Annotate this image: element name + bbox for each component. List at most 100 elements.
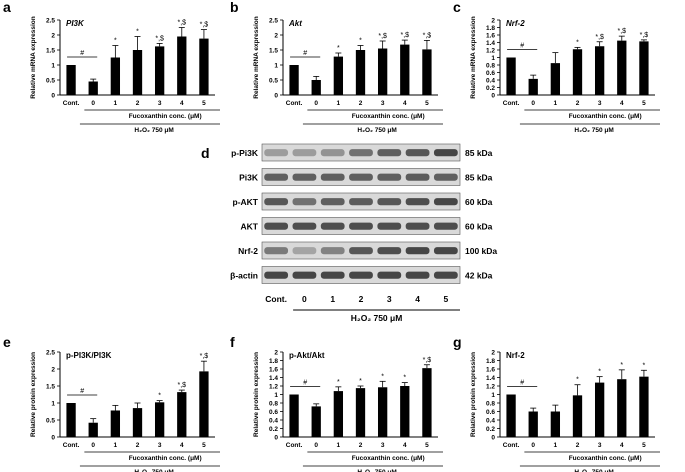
chart-e-bar bbox=[177, 392, 187, 437]
chart-a-significance: *,$ bbox=[200, 22, 209, 29]
chart-a-ytick-label: 1.5 bbox=[46, 48, 55, 55]
chart-a-category-label: Cont. bbox=[63, 100, 80, 107]
blot-row-label: Pi3K bbox=[239, 173, 259, 183]
chart-f-category-label: 2 bbox=[359, 442, 363, 449]
panel-letter-c: c bbox=[453, 0, 461, 15]
chart-b-significance: *,$ bbox=[378, 33, 387, 40]
chart-c-category-label: 1 bbox=[554, 100, 558, 107]
chart-g-bar bbox=[550, 411, 561, 437]
chart-f-category-label: 1 bbox=[337, 442, 341, 449]
chart-a-category-label: 0 bbox=[91, 100, 95, 107]
blot-kda-label: 100 kDa bbox=[465, 246, 497, 256]
chart-a-ytick-label: 2.5 bbox=[46, 18, 55, 25]
chart-e-category-label: 1 bbox=[114, 442, 118, 449]
chart-g-group-label: Fucoxanthin conc. (μM) bbox=[569, 455, 642, 462]
chart-c-ytick-label: 0.4 bbox=[486, 78, 495, 85]
chart-c-category-label: 5 bbox=[642, 100, 646, 107]
chart-a-bar bbox=[199, 38, 209, 95]
chart-f-h2o2-label: H₂O₂ 750 μM bbox=[357, 469, 396, 472]
blot-band bbox=[292, 222, 317, 230]
chart-f-category-label: 0 bbox=[314, 442, 318, 449]
chart-a-category-label: 4 bbox=[180, 100, 184, 107]
chart-f-ytick-label: 0.4 bbox=[269, 418, 278, 425]
chart-g-bar bbox=[572, 395, 583, 437]
blot-band bbox=[320, 173, 345, 181]
chart-f-significance: * bbox=[403, 375, 406, 382]
blot-row-label: β-actin bbox=[230, 271, 258, 281]
chart-b-ytick-label: 2 bbox=[274, 33, 278, 40]
chart-c-h2o2-label: H₂O₂ 750 μM bbox=[574, 127, 613, 134]
blot-band bbox=[377, 222, 402, 230]
chart-g-ytick-label: 0.8 bbox=[486, 401, 495, 408]
chart-c-bar bbox=[506, 57, 516, 95]
blot-kda-label: 85 kDa bbox=[465, 173, 493, 183]
chart-g-ytick-label: 0.4 bbox=[486, 418, 495, 425]
blot-kda-label: 42 kDa bbox=[465, 271, 493, 281]
chart-f-ytick-label: 1.2 bbox=[269, 384, 278, 391]
chart-e-significance: # bbox=[80, 388, 84, 395]
chart-f-ytick-label: 0.8 bbox=[269, 401, 278, 408]
chart-f-category-label: 3 bbox=[381, 442, 385, 449]
blot-band bbox=[292, 271, 317, 279]
chart-g-significance: * bbox=[576, 377, 579, 384]
chart-g-significance: * bbox=[643, 362, 646, 369]
blot-band bbox=[405, 247, 430, 255]
chart-g-category-label: 3 bbox=[598, 442, 602, 449]
panel-letter-f: f bbox=[230, 334, 235, 350]
chart-a-significance: *,$ bbox=[178, 20, 187, 27]
chart-g-category-label: 1 bbox=[554, 442, 558, 449]
blot-lane-label: 1 bbox=[330, 294, 335, 304]
blot-band bbox=[349, 247, 373, 255]
chart-b-significance: * bbox=[337, 45, 340, 52]
chart-c-category-label: 4 bbox=[620, 100, 624, 107]
chart-f-significance: *,$ bbox=[423, 357, 432, 364]
blot-band bbox=[405, 222, 430, 230]
blot-lane-label: 3 bbox=[387, 294, 392, 304]
chart-c-ylabel: Relative mRNA expression bbox=[470, 16, 477, 99]
chart-e-category-label: 2 bbox=[136, 442, 140, 449]
blot-band bbox=[320, 198, 345, 206]
chart-c-ytick-label: 1.8 bbox=[486, 25, 495, 32]
blot-band bbox=[377, 198, 402, 206]
blot-band bbox=[292, 173, 317, 181]
panel-letter-a: a bbox=[3, 0, 11, 15]
chart-g-ytick-label: 2 bbox=[491, 350, 495, 357]
chart-e-ytick-label: 2 bbox=[51, 367, 55, 374]
blot-band bbox=[433, 271, 458, 279]
blot-band bbox=[433, 173, 458, 181]
chart-f-bar bbox=[289, 394, 299, 437]
chart-c-ytick-label: 1.2 bbox=[486, 48, 495, 55]
chart-c-ytick-label: 0 bbox=[491, 93, 495, 100]
chart-b-bar bbox=[289, 65, 299, 95]
chart-b-bar bbox=[311, 80, 321, 95]
blot-band bbox=[349, 222, 373, 230]
chart-c-ytick-label: 1.6 bbox=[486, 33, 495, 40]
chart-c-bar bbox=[528, 78, 538, 95]
chart-a-bar bbox=[177, 36, 187, 95]
chart-a-bar bbox=[88, 81, 98, 95]
blot-lane-label: 4 bbox=[415, 294, 420, 304]
blot-band bbox=[292, 149, 317, 157]
chart-b-significance: *,$ bbox=[423, 32, 432, 39]
blot-band bbox=[292, 247, 317, 255]
chart-a-category-label: 1 bbox=[114, 100, 118, 107]
chart-e-title: p-PI3K/PI3K bbox=[66, 351, 112, 360]
chart-g-ytick-label: 1.4 bbox=[486, 375, 495, 382]
chart-b-group-label: Fucoxanthin conc. (μM) bbox=[352, 113, 425, 120]
chart-e-ytick-label: 1 bbox=[51, 401, 55, 408]
chart-e-significance: *,$ bbox=[178, 382, 187, 389]
chart-a-bar bbox=[66, 65, 76, 95]
blot-band bbox=[320, 222, 345, 230]
chart-b-category-label: 4 bbox=[403, 100, 407, 107]
chart-g-ytick-label: 0.6 bbox=[486, 409, 495, 416]
chart-e-bar bbox=[88, 422, 98, 437]
blot-band bbox=[377, 247, 402, 255]
chart-g-bar bbox=[617, 379, 627, 437]
chart-e-bar bbox=[110, 410, 121, 437]
blot-row-label: AKT bbox=[241, 222, 259, 232]
chart-g-category-label: 5 bbox=[642, 442, 646, 449]
chart-a-group-label: Fucoxanthin conc. (μM) bbox=[129, 113, 202, 120]
chart-c-bar bbox=[639, 41, 649, 95]
chart-b-significance: *,$ bbox=[401, 32, 410, 39]
chart-e-bar bbox=[154, 402, 165, 437]
